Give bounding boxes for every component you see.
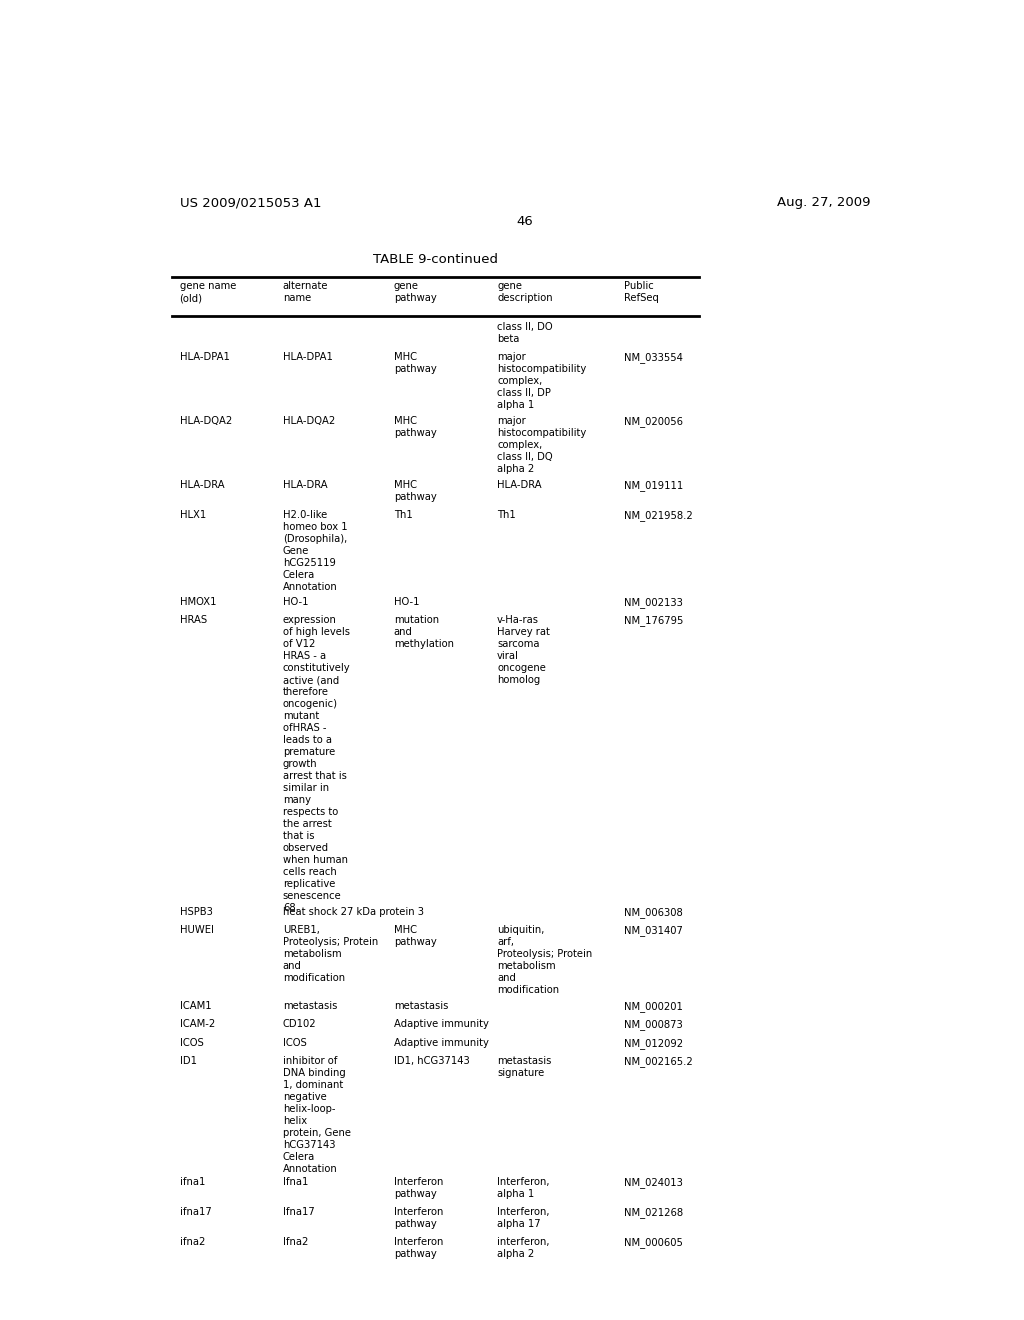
Text: Interferon
pathway: Interferon pathway: [394, 1237, 443, 1259]
Text: class II, DO
beta: class II, DO beta: [497, 322, 553, 345]
Text: HLA-DRA: HLA-DRA: [179, 480, 224, 490]
Text: Th1: Th1: [497, 510, 516, 520]
Text: mutation
and
methylation: mutation and methylation: [394, 615, 454, 649]
Text: NM_024013: NM_024013: [624, 1177, 683, 1188]
Text: TABLE 9-continued: TABLE 9-continued: [373, 253, 498, 265]
Text: gene
pathway: gene pathway: [394, 281, 436, 304]
Text: HRAS: HRAS: [179, 615, 207, 626]
Text: metastasis: metastasis: [394, 1001, 449, 1011]
Text: ifna1: ifna1: [179, 1177, 205, 1187]
Text: v-Ha-ras
Harvey rat
sarcoma
viral
oncogene
homolog: v-Ha-ras Harvey rat sarcoma viral oncoge…: [497, 615, 550, 685]
Text: Interferon
pathway: Interferon pathway: [394, 1177, 443, 1200]
Text: HO-1: HO-1: [394, 597, 420, 607]
Text: HLA-DRA: HLA-DRA: [283, 480, 328, 490]
Text: NM_033554: NM_033554: [624, 352, 683, 363]
Text: HUWEI: HUWEI: [179, 925, 213, 936]
Text: HO-1: HO-1: [283, 597, 308, 607]
Text: H2.0-like
homeo box 1
(Drosophila),
Gene
hCG25119
Celera
Annotation: H2.0-like homeo box 1 (Drosophila), Gene…: [283, 510, 347, 591]
Text: metastasis
signature: metastasis signature: [497, 1056, 551, 1078]
Text: NM_021958.2: NM_021958.2: [624, 510, 693, 521]
Text: NM_021268: NM_021268: [624, 1206, 683, 1218]
Text: HLX1: HLX1: [179, 510, 206, 520]
Text: NM_019111: NM_019111: [624, 480, 683, 491]
Text: ifna2: ifna2: [179, 1237, 205, 1247]
Text: major
histocompatibility
complex,
class II, DQ
alpha 2: major histocompatibility complex, class …: [497, 416, 587, 474]
Text: HMOX1: HMOX1: [179, 597, 216, 607]
Text: MHC
pathway: MHC pathway: [394, 925, 436, 948]
Text: 46: 46: [516, 215, 534, 228]
Text: HLA-DRA: HLA-DRA: [497, 480, 542, 490]
Text: ID1, hCG37143: ID1, hCG37143: [394, 1056, 470, 1067]
Text: ICOS: ICOS: [283, 1038, 306, 1048]
Text: HLA-DQA2: HLA-DQA2: [179, 416, 231, 426]
Text: major
histocompatibility
complex,
class II, DP
alpha 1: major histocompatibility complex, class …: [497, 352, 587, 411]
Text: NM_002165.2: NM_002165.2: [624, 1056, 693, 1067]
Text: alternate
name: alternate name: [283, 281, 329, 304]
Text: NM_020056: NM_020056: [624, 416, 683, 426]
Text: gene
description: gene description: [497, 281, 553, 304]
Text: ubiquitin,
arf,
Proteolysis; Protein
metabolism
and
modification: ubiquitin, arf, Proteolysis; Protein met…: [497, 925, 592, 995]
Text: HSPB3: HSPB3: [179, 907, 212, 917]
Text: Ifna17: Ifna17: [283, 1206, 314, 1217]
Text: Adaptive immunity: Adaptive immunity: [394, 1019, 488, 1030]
Text: NM_031407: NM_031407: [624, 925, 683, 936]
Text: US 2009/0215053 A1: US 2009/0215053 A1: [179, 195, 322, 209]
Text: MHC
pathway: MHC pathway: [394, 352, 436, 374]
Text: NM_006308: NM_006308: [624, 907, 683, 917]
Text: inhibitor of
DNA binding
1, dominant
negative
helix-loop-
helix
protein, Gene
hC: inhibitor of DNA binding 1, dominant neg…: [283, 1056, 351, 1175]
Text: UREB1,
Proteolysis; Protein
metabolism
and
modification: UREB1, Proteolysis; Protein metabolism a…: [283, 925, 378, 983]
Text: expression
of high levels
of V12
HRAS - a
constitutively
active (and
therefore
o: expression of high levels of V12 HRAS - …: [283, 615, 350, 913]
Text: heat shock 27 kDa protein 3: heat shock 27 kDa protein 3: [283, 907, 424, 917]
Text: gene name
(old): gene name (old): [179, 281, 236, 304]
Text: NM_000201: NM_000201: [624, 1001, 683, 1011]
Text: Public
RefSeq: Public RefSeq: [624, 281, 658, 304]
Text: HLA-DPA1: HLA-DPA1: [283, 352, 333, 362]
Text: Interferon,
alpha 1: Interferon, alpha 1: [497, 1177, 550, 1200]
Text: HLA-DQA2: HLA-DQA2: [283, 416, 335, 426]
Text: metastasis: metastasis: [283, 1001, 337, 1011]
Text: ID1: ID1: [179, 1056, 197, 1067]
Text: ifna17: ifna17: [179, 1206, 211, 1217]
Text: NM_000873: NM_000873: [624, 1019, 683, 1030]
Text: NM_012092: NM_012092: [624, 1038, 683, 1048]
Text: MHC
pathway: MHC pathway: [394, 416, 436, 438]
Text: Adaptive immunity: Adaptive immunity: [394, 1038, 488, 1048]
Text: ICAM-2: ICAM-2: [179, 1019, 215, 1030]
Text: MHC
pathway: MHC pathway: [394, 480, 436, 502]
Text: Ifna1: Ifna1: [283, 1177, 308, 1187]
Text: NM_002133: NM_002133: [624, 597, 683, 607]
Text: NM_176795: NM_176795: [624, 615, 683, 626]
Text: Interferon
pathway: Interferon pathway: [394, 1206, 443, 1229]
Text: Aug. 27, 2009: Aug. 27, 2009: [776, 195, 870, 209]
Text: CD102: CD102: [283, 1019, 316, 1030]
Text: Interferon,
alpha 17: Interferon, alpha 17: [497, 1206, 550, 1229]
Text: interferon,
alpha 2: interferon, alpha 2: [497, 1237, 550, 1259]
Text: Ifna2: Ifna2: [283, 1237, 308, 1247]
Text: HLA-DPA1: HLA-DPA1: [179, 352, 229, 362]
Text: ICOS: ICOS: [179, 1038, 204, 1048]
Text: NM_000605: NM_000605: [624, 1237, 683, 1247]
Text: ICAM1: ICAM1: [179, 1001, 211, 1011]
Text: Th1: Th1: [394, 510, 413, 520]
